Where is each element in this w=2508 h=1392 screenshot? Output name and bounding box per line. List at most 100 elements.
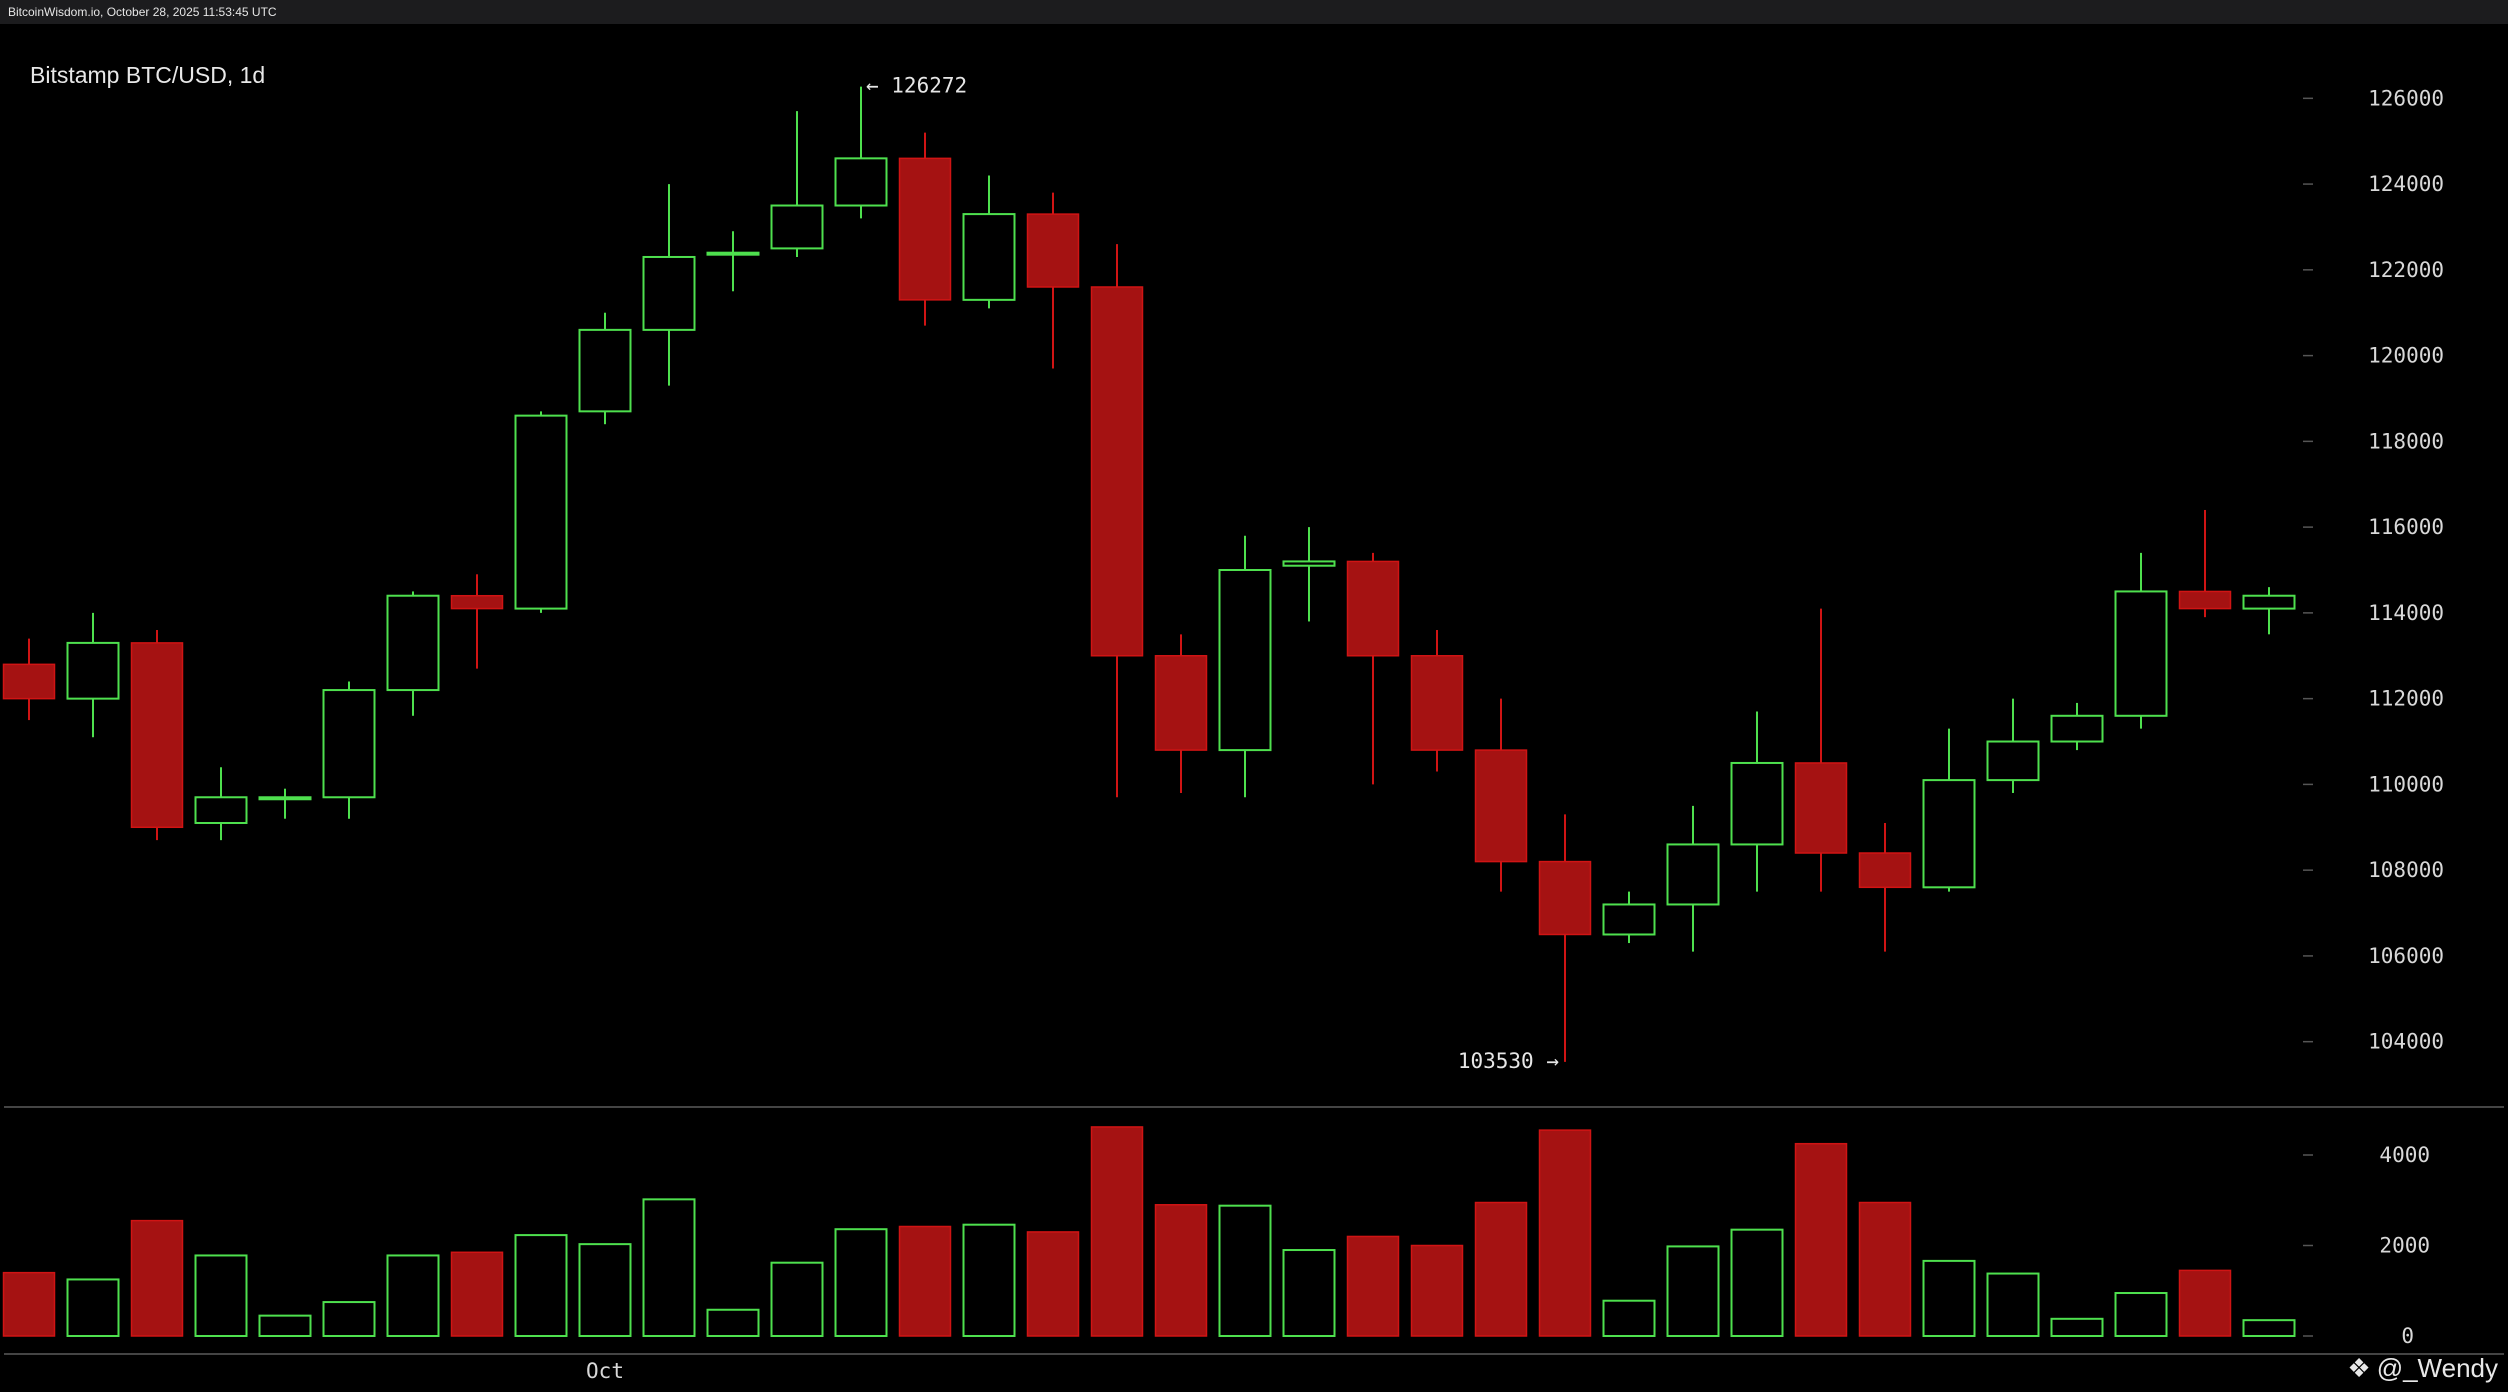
candle-body xyxy=(834,157,888,207)
volume-bar xyxy=(258,1314,312,1337)
candle-body xyxy=(578,328,632,413)
volume-bar xyxy=(2,1271,56,1337)
candle-body xyxy=(130,642,184,829)
volume-bar xyxy=(1026,1231,1080,1337)
volume-bar xyxy=(130,1219,184,1337)
candle-body xyxy=(2114,590,2168,717)
top-bar: BitcoinWisdom.io, October 28, 2025 11:53… xyxy=(0,0,2508,24)
price-axis-tick-label: 120000 xyxy=(2368,344,2444,368)
volume-bar xyxy=(1986,1272,2040,1338)
volume-bar xyxy=(1282,1249,1336,1338)
chart-canvas: 104000 106000 108000 110000 112000 114000 1160… xyxy=(2,74,2504,1383)
candle-body xyxy=(1730,761,1784,846)
volume-bar xyxy=(898,1225,952,1337)
candle xyxy=(578,312,632,425)
candle xyxy=(2,638,56,721)
watermark-text: @_Wendy xyxy=(2376,1353,2498,1383)
candle xyxy=(1538,814,1592,1062)
volume-bar xyxy=(1794,1142,1848,1337)
volume-bar xyxy=(1858,1201,1912,1337)
candle xyxy=(962,175,1016,309)
price-axis-tick-label: 122000 xyxy=(2368,258,2444,282)
candle-body xyxy=(2,663,56,700)
volume-bar xyxy=(1154,1204,1208,1337)
candle xyxy=(1346,552,1400,785)
candle xyxy=(386,591,440,716)
volume-bar xyxy=(1474,1201,1528,1337)
candle-body xyxy=(642,255,696,331)
candle xyxy=(450,574,504,669)
candle-body xyxy=(1474,749,1528,863)
chart-frame: 104000 106000 108000 110000 112000 114000 1160… xyxy=(0,24,2508,1392)
low-price-annotation: 103530 → xyxy=(1458,1049,1559,1073)
volume-bar xyxy=(1538,1129,1592,1337)
candle xyxy=(770,111,824,257)
candle-body xyxy=(1026,213,1080,288)
candle-body xyxy=(770,204,824,250)
candle xyxy=(642,184,696,386)
candle xyxy=(66,612,120,738)
candle-body xyxy=(514,414,568,610)
candle xyxy=(1154,634,1208,793)
chart-title: Bitstamp BTC/USD, 1d xyxy=(30,62,266,88)
volume-axis-tick-label: 2000 xyxy=(2379,1234,2430,1258)
price-axis-tick-label: 112000 xyxy=(2368,687,2444,711)
volume-bar xyxy=(2242,1319,2296,1337)
candle-body xyxy=(1794,762,1848,854)
candle-body xyxy=(2050,714,2104,743)
volume-bar xyxy=(1218,1204,1272,1338)
candle-body xyxy=(962,213,1016,301)
candle-body xyxy=(386,594,440,692)
volume-axis-tick-label: 0 xyxy=(2401,1324,2414,1348)
candle xyxy=(1730,711,1784,892)
candle xyxy=(834,86,888,219)
candle-body xyxy=(1282,560,1336,567)
candle xyxy=(1026,192,1080,369)
candle xyxy=(1794,608,1848,892)
price-axis-tick-label: 108000 xyxy=(2368,858,2444,882)
grid-layer xyxy=(4,1106,2504,1355)
candle xyxy=(1090,244,1144,798)
axis-layer: 104000 106000 108000 110000 112000 114000 1160… xyxy=(586,86,2444,1383)
candle xyxy=(2050,702,2104,751)
volume-bar xyxy=(1410,1244,1464,1337)
candle-body xyxy=(194,796,248,824)
volume-bar xyxy=(1922,1259,1976,1338)
volume-bar xyxy=(1666,1245,1720,1338)
diamond-logo-icon: ❖ xyxy=(2347,1353,2371,1383)
price-axis-tick-label: 116000 xyxy=(2368,515,2444,539)
candle xyxy=(2242,587,2296,635)
candle-body xyxy=(66,641,120,700)
volume-bar xyxy=(2178,1269,2232,1337)
price-axis-tick-label: 124000 xyxy=(2368,172,2444,196)
volume-bar xyxy=(770,1261,824,1337)
volume-bar xyxy=(1346,1235,1400,1337)
volume-bar xyxy=(194,1254,248,1337)
candle xyxy=(1986,698,2040,793)
candle-body xyxy=(1922,779,1976,889)
price-axis-tick-label: 126000 xyxy=(2368,86,2444,110)
volume-bar xyxy=(66,1278,120,1337)
volume-bar xyxy=(2050,1317,2104,1338)
volume-bar xyxy=(386,1254,440,1337)
volume-bar xyxy=(322,1301,376,1337)
annotation-layer: ← 126272 103530 → xyxy=(866,74,1559,1073)
candle xyxy=(1410,630,1464,772)
candle-body xyxy=(450,594,504,610)
price-axis-tick-label: 110000 xyxy=(2368,772,2444,796)
x-axis-tick-label: Oct xyxy=(586,1359,624,1383)
candle xyxy=(258,788,312,819)
candle-body xyxy=(258,796,312,801)
candle xyxy=(1602,891,1656,944)
price-axis-tick-label: 118000 xyxy=(2368,429,2444,453)
candle xyxy=(1666,805,1720,952)
candle xyxy=(706,231,760,292)
volume-axis-tick-label: 4000 xyxy=(2379,1143,2430,1167)
volume-bar xyxy=(514,1234,568,1338)
volume-bar xyxy=(962,1223,1016,1338)
volume-bar xyxy=(2114,1292,2168,1337)
candle-body xyxy=(1858,852,1912,889)
volume-panel xyxy=(2,1126,2296,1338)
candle-body xyxy=(1090,286,1144,657)
volume-bar xyxy=(642,1198,696,1337)
